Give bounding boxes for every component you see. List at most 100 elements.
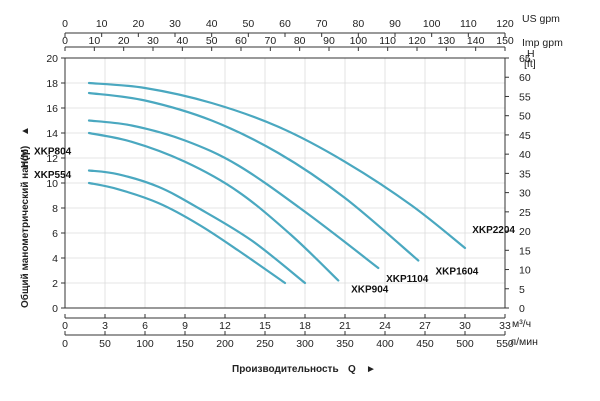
tick-label-ft: 20 <box>519 226 531 238</box>
tick-label-m3h: 24 <box>379 320 391 332</box>
y-axis-title-text: Общий манометрический напор <box>19 149 31 308</box>
tick-label-ft: 40 <box>519 149 531 161</box>
tick-label-imp-gpm: 100 <box>350 35 368 47</box>
tick-label-ft: 65 <box>519 53 531 65</box>
tick-label-imp-gpm: 150 <box>496 35 514 47</box>
tick-label-lmin: 400 <box>376 338 394 350</box>
ft-axis-unit-bottom: [ft] <box>524 58 536 70</box>
us-gpm-unit: US gpm <box>522 13 560 25</box>
tick-label-m: 16 <box>46 103 58 115</box>
curve-xkp804 <box>87 169 307 285</box>
axes <box>64 32 506 336</box>
x-axis-title-text: Производительность <box>232 364 339 375</box>
tick-label-imp-gpm: 140 <box>467 35 485 47</box>
curve-label-xkp804: XKP804 <box>34 147 72 158</box>
imp-gpm-unit: Imp gpm <box>522 37 563 49</box>
tick-label-lmin: 50 <box>99 338 111 350</box>
tick-label-lmin: 500 <box>456 338 474 350</box>
tick-label-us-gpm: 90 <box>389 18 401 30</box>
tick-label-lmin: 150 <box>176 338 194 350</box>
tick-label-m: 4 <box>52 253 58 265</box>
tick-label-imp-gpm: 20 <box>118 35 130 47</box>
tick-label-m3h: 21 <box>339 320 351 332</box>
tick-label-us-gpm: 60 <box>279 18 291 30</box>
tick-label-lmin: 100 <box>136 338 154 350</box>
tick-label-us-gpm: 110 <box>460 18 477 30</box>
tick-label-lmin: 250 <box>256 338 274 350</box>
tick-label-m3h: 15 <box>259 320 271 332</box>
tick-label-imp-gpm: 30 <box>147 35 159 47</box>
tick-label-us-gpm: 120 <box>496 18 514 30</box>
curve-label-xkp1604: XKP1604 <box>436 267 479 278</box>
tick-label-m: 14 <box>46 128 58 140</box>
tick-label-m: 2 <box>52 278 58 290</box>
tick-marks <box>61 33 509 335</box>
tick-label-m: 8 <box>52 203 58 215</box>
tick-label-us-gpm: 50 <box>242 18 254 30</box>
tick-label-m3h: 33 <box>499 320 511 332</box>
tick-label-m: 10 <box>46 178 58 190</box>
tick-label-ft: 45 <box>519 130 531 142</box>
tick-label-lmin: 0 <box>62 338 68 350</box>
tick-label-ft: 55 <box>519 91 531 103</box>
tick-label-ft: 35 <box>519 168 531 180</box>
tick-label-m3h: 0 <box>62 320 68 332</box>
tick-label-ft: 25 <box>519 207 531 219</box>
tick-label-m: 0 <box>52 303 58 315</box>
tick-label-ft: 10 <box>519 265 531 277</box>
tick-label-us-gpm: 100 <box>423 18 441 30</box>
curve-label-xkp2204: XKP2204 <box>472 225 515 236</box>
curve-xkp904 <box>87 131 340 282</box>
y-axis-title: Общий манометрический напор H(M) ▲ <box>19 126 31 308</box>
tick-label-us-gpm: 20 <box>132 18 144 30</box>
x-axis-title: Производительность Q ► <box>232 364 376 375</box>
tick-label-lmin: 200 <box>216 338 234 350</box>
lmin-unit: л/мин <box>510 336 538 348</box>
curve-label-xkp554: XKP554 <box>34 170 72 181</box>
tick-label-imp-gpm: 90 <box>323 35 335 47</box>
tick-label-us-gpm: 40 <box>206 18 218 30</box>
curve-label-xkp904: XKP904 <box>351 285 389 296</box>
tick-label-m: 18 <box>46 78 58 90</box>
tick-label-m3h: 30 <box>459 320 471 332</box>
tick-label-imp-gpm: 0 <box>62 35 68 47</box>
tick-label-imp-gpm: 60 <box>235 35 247 47</box>
m3h-unit: м³/ч <box>512 318 531 330</box>
tick-label-us-gpm: 0 <box>62 18 68 30</box>
x-axis-title-symbol: Q <box>348 364 356 375</box>
tick-label-ft: 50 <box>519 111 531 123</box>
tick-label-imp-gpm: 130 <box>438 35 456 47</box>
tick-label-lmin: 300 <box>296 338 314 350</box>
arrow-up-icon: ▲ <box>20 126 31 136</box>
tick-label-ft: 15 <box>519 245 531 257</box>
tick-label-imp-gpm: 10 <box>88 35 100 47</box>
tick-label-m: 12 <box>46 153 58 165</box>
tick-label-imp-gpm: 80 <box>294 35 306 47</box>
tick-label-m3h: 18 <box>299 320 311 332</box>
ft-axis-unit-top: H <box>527 48 535 60</box>
curve-xkp554 <box>87 181 287 285</box>
tick-label-ft: 60 <box>519 72 531 84</box>
tick-label-imp-gpm: 110 <box>379 35 396 47</box>
tick-label-imp-gpm: 70 <box>264 35 276 47</box>
tick-label-ft: 30 <box>519 188 531 200</box>
curve-label-xkp1104: XKP1104 <box>386 274 429 285</box>
curve-xkp1104 <box>87 119 380 270</box>
tick-label-m3h: 3 <box>102 320 108 332</box>
tick-label-m3h: 9 <box>182 320 188 332</box>
tick-label-imp-gpm: 120 <box>408 35 426 47</box>
tick-label-us-gpm: 80 <box>352 18 364 30</box>
tick-label-lmin: 450 <box>416 338 434 350</box>
tick-label-ft: 5 <box>519 284 525 296</box>
tick-label-m3h: 27 <box>419 320 431 332</box>
tick-label-lmin: 350 <box>336 338 354 350</box>
tick-label-m: 6 <box>52 228 58 240</box>
tick-label-ft: 0 <box>519 303 525 315</box>
curve-xkp2204 <box>87 81 467 250</box>
tick-label-imp-gpm: 50 <box>206 35 218 47</box>
tick-label-lmin: 550 <box>496 338 514 350</box>
tick-label-m3h: 6 <box>142 320 148 332</box>
